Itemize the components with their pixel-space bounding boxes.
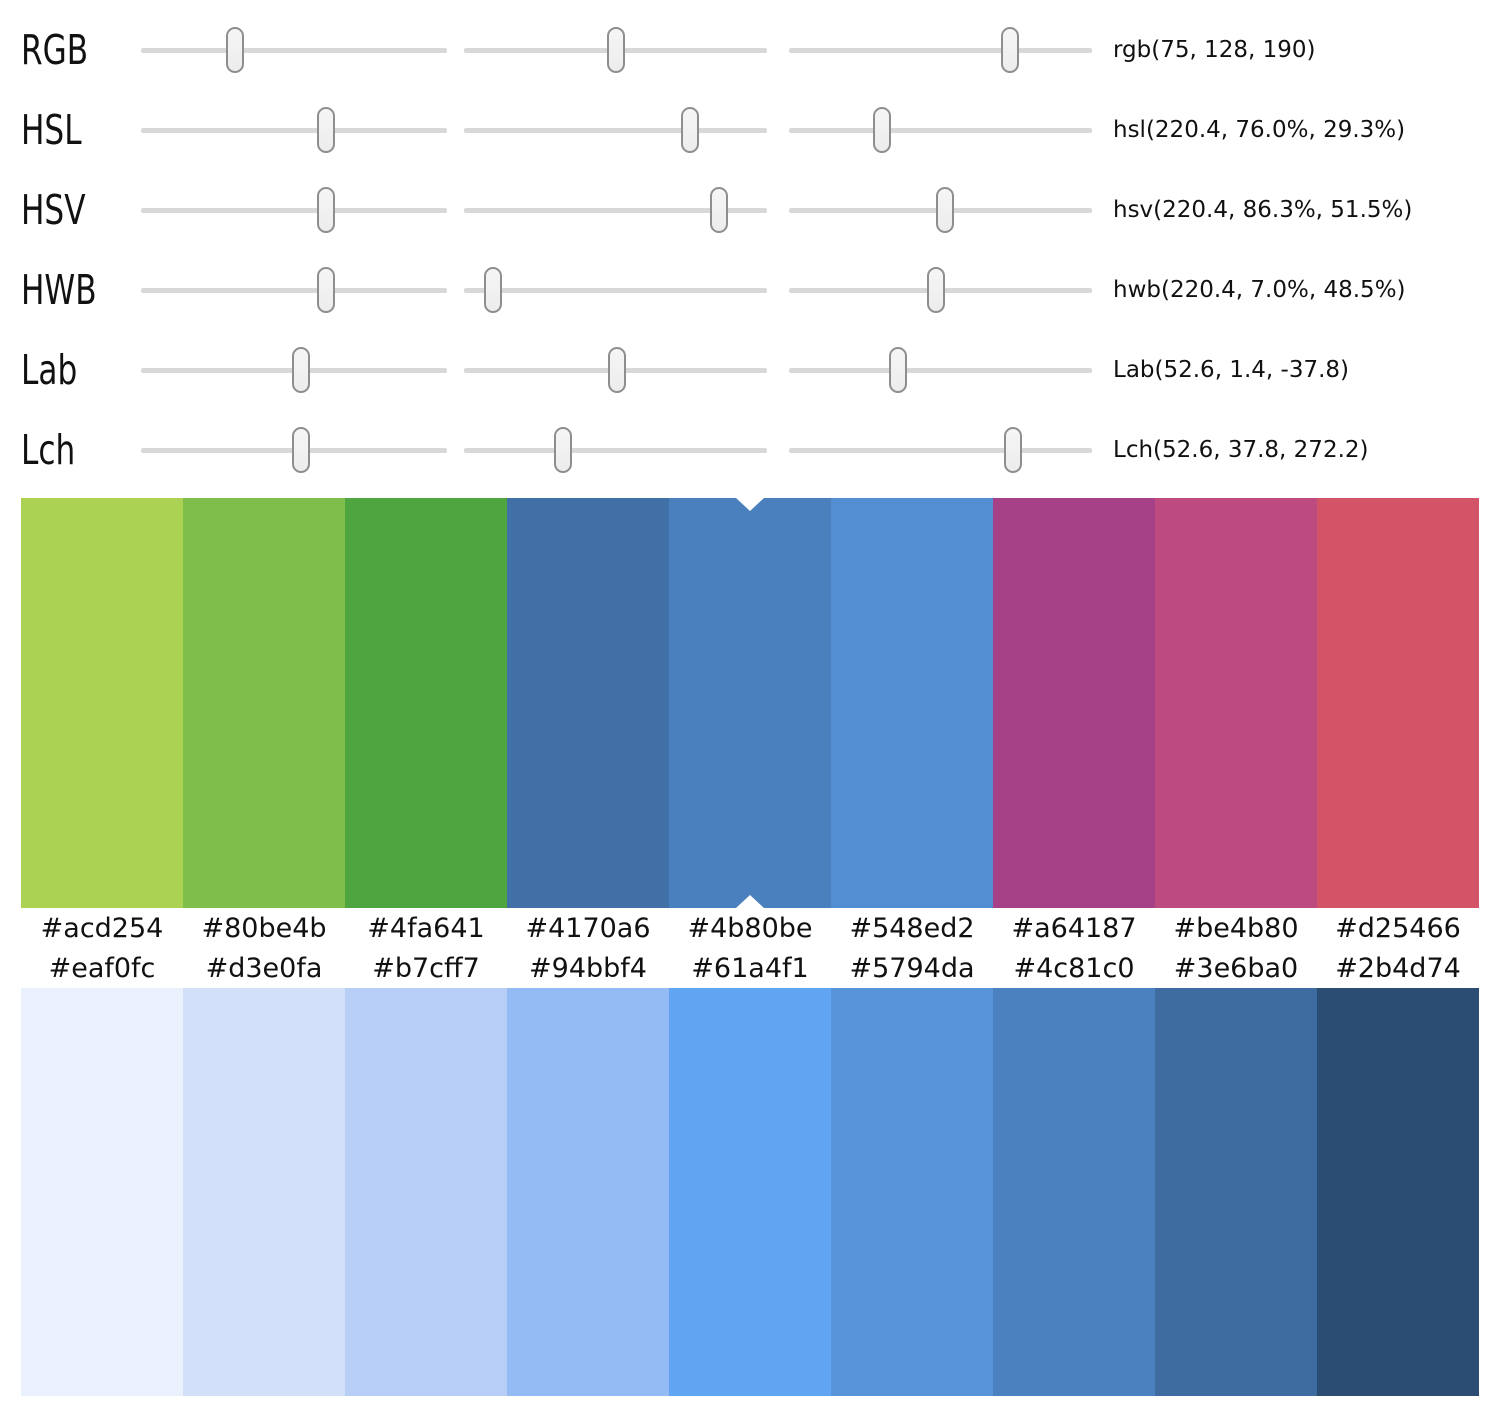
hue-swatch-selected[interactable] (669, 498, 831, 908)
tint-swatch[interactable] (21, 988, 183, 1396)
hue-hex-label: #4b80be (687, 912, 813, 944)
slider-row-rgb: RGB rgb(75, 128, 190) (0, 10, 1501, 90)
lab-lightness-slider[interactable] (141, 347, 447, 393)
tint-hex-label: #4c81c0 (1013, 952, 1135, 984)
selected-swatch-marker-bottom-icon (736, 895, 764, 908)
lch-chroma-slider[interactable] (464, 427, 767, 473)
slider-thumb[interactable] (1001, 27, 1020, 73)
hsv-row-label: HSV (21, 185, 86, 234)
hsv-saturation-slider[interactable] (464, 187, 767, 233)
hsl-hue-slider[interactable] (141, 107, 447, 153)
hue-hex-label-row: #acd254 #80be4b #4fa641 #4170a6 #4b80be … (21, 908, 1479, 948)
tint-hex-label: #3e6ba0 (1173, 952, 1299, 984)
slider-thumb[interactable] (935, 187, 954, 233)
slider-thumb[interactable] (1004, 427, 1023, 473)
slider-thumb[interactable] (608, 347, 627, 393)
hsl-value-text: hsl(220.4, 76.0%, 29.3%) (1113, 117, 1406, 143)
slider-thumb[interactable] (927, 267, 946, 313)
tint-swatch[interactable] (831, 988, 993, 1396)
slider-thumb[interactable] (553, 427, 572, 473)
selected-swatch-marker-top-icon (736, 498, 764, 511)
tint-swatch[interactable] (993, 988, 1155, 1396)
lch-value-text: Lch(52.6, 37.8, 272.2) (1113, 437, 1369, 463)
slider-thumb[interactable] (292, 347, 311, 393)
tint-swatch[interactable] (1317, 988, 1479, 1396)
rgb-green-slider[interactable] (464, 27, 767, 73)
hue-hex-label: #acd254 (40, 912, 164, 944)
tint-hex-label: #2b4d74 (1335, 952, 1461, 984)
slider-thumb[interactable] (889, 347, 908, 393)
hue-hex-label: #d25466 (1335, 912, 1461, 944)
hwb-blackness-slider[interactable] (789, 267, 1092, 313)
lab-row-label: Lab (21, 345, 78, 394)
tint-hex-label: #b7cff7 (372, 952, 480, 984)
hue-swatch[interactable] (831, 498, 993, 908)
hue-swatch[interactable] (345, 498, 507, 908)
tint-swatch[interactable] (669, 988, 831, 1396)
slider-thumb[interactable] (317, 267, 336, 313)
rgb-blue-slider[interactable] (789, 27, 1092, 73)
tint-hex-label: #eaf0fc (48, 952, 156, 984)
hue-swatch[interactable] (1317, 498, 1479, 908)
rgb-row-label: RGB (21, 25, 89, 74)
lch-hue-slider[interactable] (789, 427, 1092, 473)
lch-lightness-slider[interactable] (141, 427, 447, 473)
hsv-hue-slider[interactable] (141, 187, 447, 233)
tint-palette (21, 988, 1479, 1396)
hue-swatch[interactable] (507, 498, 669, 908)
lch-row-label: Lch (21, 425, 76, 474)
slider-thumb[interactable] (317, 107, 336, 153)
slider-row-hsl: HSL hsl(220.4, 76.0%, 29.3%) (0, 90, 1501, 170)
hue-hex-label: #80be4b (201, 912, 327, 944)
rgb-value-text: rgb(75, 128, 190) (1113, 37, 1316, 63)
hwb-hue-slider[interactable] (141, 267, 447, 313)
hue-swatch[interactable] (21, 498, 183, 908)
hue-hex-label: #4170a6 (525, 912, 651, 944)
hsv-value-slider[interactable] (789, 187, 1092, 233)
lab-b-slider[interactable] (789, 347, 1092, 393)
slider-row-hwb: HWB hwb(220.4, 7.0%, 48.5%) (0, 250, 1501, 330)
hwb-row-label: HWB (21, 265, 97, 314)
lab-value-text: Lab(52.6, 1.4, -37.8) (1113, 357, 1349, 383)
tint-swatch[interactable] (345, 988, 507, 1396)
tint-swatch[interactable] (1155, 988, 1317, 1396)
hsl-row-label: HSL (21, 105, 82, 154)
hue-swatch[interactable] (1155, 498, 1317, 908)
hsl-saturation-slider[interactable] (464, 107, 767, 153)
slider-thumb[interactable] (680, 107, 699, 153)
tint-swatch[interactable] (507, 988, 669, 1396)
hsv-value-text: hsv(220.4, 86.3%, 51.5%) (1113, 197, 1413, 223)
tint-hex-label-row: #eaf0fc #d3e0fa #b7cff7 #94bbf4 #61a4f1 … (21, 948, 1479, 988)
tint-hex-label: #5794da (849, 952, 975, 984)
tint-hex-label: #d3e0fa (205, 952, 323, 984)
lab-a-slider[interactable] (464, 347, 767, 393)
slider-panel: RGB rgb(75, 128, 190) HSL hsl(220.4, 76.… (0, 0, 1501, 490)
slider-thumb[interactable] (872, 107, 891, 153)
hsl-lightness-slider[interactable] (789, 107, 1092, 153)
slider-thumb[interactable] (225, 27, 244, 73)
hue-hex-label: #a64187 (1011, 912, 1137, 944)
hue-swatch[interactable] (993, 498, 1155, 908)
hue-hex-label: #be4b80 (1173, 912, 1299, 944)
slider-thumb[interactable] (317, 187, 336, 233)
hwb-whiteness-slider[interactable] (464, 267, 767, 313)
rgb-red-slider[interactable] (141, 27, 447, 73)
slider-thumb[interactable] (709, 187, 728, 233)
tint-swatch[interactable] (183, 988, 345, 1396)
slider-thumb[interactable] (483, 267, 502, 313)
tint-hex-label: #94bbf4 (529, 952, 647, 984)
slider-row-lch: Lch Lch(52.6, 37.8, 272.2) (0, 410, 1501, 490)
slider-row-hsv: HSV hsv(220.4, 86.3%, 51.5%) (0, 170, 1501, 250)
slider-row-lab: Lab Lab(52.6, 1.4, -37.8) (0, 330, 1501, 410)
hwb-value-text: hwb(220.4, 7.0%, 48.5%) (1113, 277, 1406, 303)
tint-hex-label: #61a4f1 (691, 952, 809, 984)
hue-swatch[interactable] (183, 498, 345, 908)
slider-thumb[interactable] (607, 27, 626, 73)
hue-hex-label: #548ed2 (849, 912, 975, 944)
hue-hex-label: #4fa641 (367, 912, 485, 944)
slider-thumb[interactable] (292, 427, 311, 473)
hue-palette (21, 498, 1479, 908)
